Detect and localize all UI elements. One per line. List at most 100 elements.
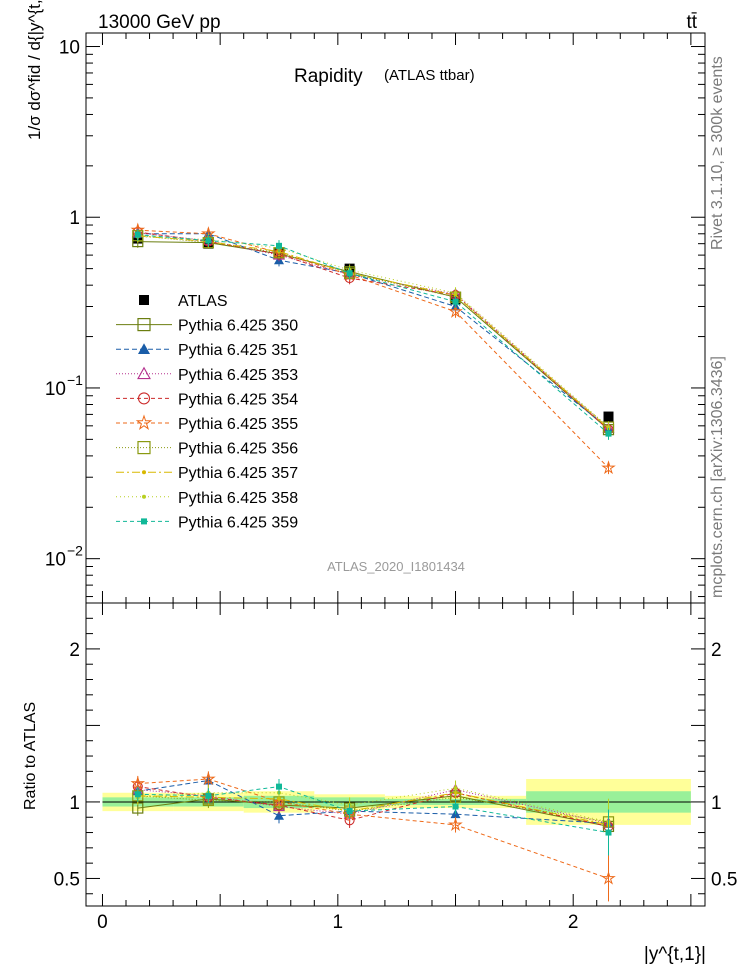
plot-subtitle: (ATLAS ttbar) [384, 67, 475, 84]
legend-label: Pythia 6.425 353 [178, 367, 298, 384]
mcplots-label: mcplots.cern.ch [arXiv:1306.3436] [709, 356, 726, 598]
legend-entry: ATLAS [139, 293, 228, 310]
series-pythia-6-425-359 [134, 229, 612, 440]
legend-entry: Pythia 6.425 357 [116, 465, 298, 482]
legend-entry: Pythia 6.425 353 [116, 366, 298, 384]
legend-entry: Pythia 6.425 350 [116, 318, 298, 335]
ratio-y-tick-label-left: 0.5 [54, 869, 80, 890]
ratio-plot-series [130, 771, 616, 902]
ratio-series-pythia-6-425-359 [134, 778, 612, 856]
rivet-label: Rivet 3.1.10, ≥ 300k events [709, 56, 726, 250]
header-left: 13000 GeV pp [98, 12, 221, 33]
legend-label: Pythia 6.425 356 [178, 441, 298, 458]
marker-dot [453, 786, 458, 791]
marker-square-filled [603, 411, 614, 422]
ratio-y-axis-label: Ratio to ATLAS [22, 702, 39, 810]
marker-square-small [134, 231, 141, 238]
marker-star-open [448, 817, 463, 832]
marker-star-open [130, 775, 146, 790]
marker-square-small [452, 803, 459, 810]
legend-entry: Pythia 6.425 359 [116, 514, 298, 531]
marker-star-open [601, 870, 616, 885]
marker-triangle-filled [138, 343, 150, 354]
ratio-series-line [137, 792, 609, 826]
marker-square-small [205, 792, 212, 799]
legend-label: Pythia 6.425 358 [178, 490, 298, 507]
series-line [137, 235, 609, 428]
legend-label: Pythia 6.425 354 [178, 391, 298, 408]
ratio-series-line [137, 795, 609, 823]
legend-entry: Pythia 6.425 354 [116, 391, 298, 408]
marker-square-filled [139, 295, 149, 305]
legend-label: Pythia 6.425 351 [178, 342, 298, 359]
marker-square-open [137, 318, 151, 332]
marker-dot [453, 290, 458, 295]
ratio-series-line [137, 789, 609, 824]
marker-circle-open [137, 392, 151, 405]
legend-label: Pythia 6.425 355 [178, 416, 298, 433]
marker-star-open [135, 414, 153, 430]
x-tick-label: 2 [568, 912, 579, 933]
x-axis-label: |y^{t,1}| [644, 944, 706, 965]
y-tick-label: 10 [45, 379, 66, 400]
legend-entry: Pythia 6.425 356 [116, 441, 298, 458]
legend-entry: Pythia 6.425 355 [116, 414, 298, 433]
series-line [137, 235, 609, 429]
marker-star-open [201, 771, 216, 786]
y-tick-label: 1 [69, 208, 80, 229]
ratio-y-tick-label-left: 2 [69, 640, 80, 661]
legend-label: ATLAS [178, 293, 228, 310]
marker-star-open [448, 303, 463, 318]
x-tick-label: 1 [333, 912, 344, 933]
legend-label: Pythia 6.425 357 [178, 465, 298, 482]
ratio-y-tick-label-right: 1 [711, 793, 722, 814]
legend-label: Pythia 6.425 359 [178, 514, 298, 531]
legend-entry: Pythia 6.425 358 [116, 490, 298, 507]
x-tick-label: 0 [97, 912, 108, 933]
ratio-series-line [137, 779, 609, 824]
ratio-uncertainty-bands [102, 778, 691, 825]
series-line [137, 233, 609, 429]
y-tick-label: 10 [59, 38, 80, 59]
header-right: tt̄ [686, 12, 697, 33]
marker-square-small [205, 237, 212, 244]
y-tick-exponent: −2 [67, 543, 83, 559]
ratio-y-tick-label-right: 0.5 [711, 869, 737, 890]
marker-square-small [605, 829, 612, 836]
series-line [137, 234, 609, 434]
ratio-y-tick-label-right: 2 [711, 640, 722, 661]
analysis-watermark: ATLAS_2020_I1801434 [327, 559, 465, 574]
series-line [137, 232, 609, 429]
legend-label: Pythia 6.425 350 [178, 318, 298, 335]
marker-triangle-filled [273, 810, 284, 820]
marker-triangle-open [137, 366, 151, 380]
ratio-series-line [137, 786, 609, 833]
marker-square-small [346, 808, 353, 815]
marker-square-small [605, 430, 612, 437]
marker-dot [142, 470, 146, 475]
ratio-y-tick-label-left: 1 [69, 793, 80, 814]
main-y-axis-label: 1/σ dσ^fid / d{|y^{t,1}|} [25, 0, 44, 140]
series-line [137, 229, 609, 469]
legend: ATLAS Pythia 6.425 350 Pythia 6.425 351 Pyt… [116, 293, 298, 531]
marker-square-small [275, 242, 282, 249]
plot-title: Rapidity [294, 66, 363, 87]
ratio-plot-frame [85, 602, 706, 907]
marker-square-small [141, 518, 147, 525]
marker-square-small [452, 298, 459, 305]
marker-dot [142, 494, 146, 499]
y-tick-label: 10 [45, 550, 66, 571]
main-y-axis-title: 1/σ dσ^fid / d{|y^{t,1}|} [25, 0, 44, 140]
marker-star-open [601, 460, 616, 475]
legend-entry: Pythia 6.425 351 [116, 342, 298, 359]
marker-dot [606, 425, 611, 430]
main-plot-series [130, 222, 616, 475]
y-tick-exponent: −1 [67, 372, 83, 388]
marker-square-small [346, 270, 353, 277]
marker-square-open [137, 441, 151, 455]
ratio-series-line [137, 778, 609, 879]
marker-square-small [275, 783, 282, 790]
marker-square-small [134, 791, 141, 798]
